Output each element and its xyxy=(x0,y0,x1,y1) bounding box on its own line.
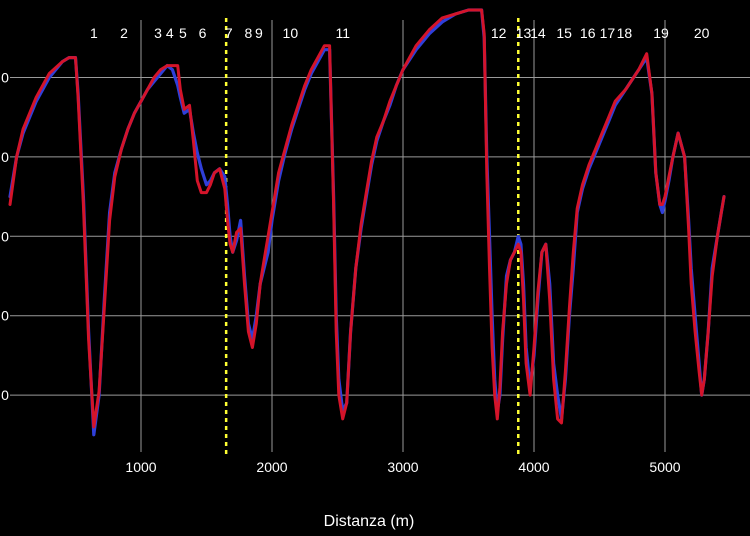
series-line-red xyxy=(8,8,726,429)
corner-label: 14 xyxy=(530,25,546,41)
corner-label: 3 xyxy=(154,25,162,41)
x-tick-label: 2000 xyxy=(256,459,287,475)
corner-label: 9 xyxy=(255,25,263,41)
x-tick-label: 5000 xyxy=(649,459,680,475)
y-axis-ticks: 0 0 0 0 0 xyxy=(1,70,9,404)
corner-label: 13 xyxy=(516,25,532,41)
y-tick-label: 0 xyxy=(1,228,9,244)
y-tick-label: 0 xyxy=(1,308,9,324)
grid xyxy=(10,20,750,452)
series-lines xyxy=(8,8,726,437)
corner-label: 4 xyxy=(166,25,174,41)
x-tick-label: 3000 xyxy=(387,459,418,475)
corner-label: 19 xyxy=(653,25,669,41)
corner-label: 12 xyxy=(491,25,507,41)
y-tick-label: 0 xyxy=(1,70,9,86)
corner-label: 1 xyxy=(90,25,98,41)
corner-label: 8 xyxy=(245,25,253,41)
x-axis-label: Distanza (m) xyxy=(324,513,415,530)
corner-label: 5 xyxy=(179,25,187,41)
corner-label: 18 xyxy=(617,25,633,41)
corner-label: 16 xyxy=(580,25,596,41)
x-axis-ticks: 1000 2000 3000 4000 5000 xyxy=(125,459,680,475)
corner-label: 6 xyxy=(199,25,207,41)
corner-label: 2 xyxy=(120,25,128,41)
y-tick-label: 0 xyxy=(1,149,9,165)
corner-label: 17 xyxy=(600,25,616,41)
x-tick-label: 4000 xyxy=(518,459,549,475)
corner-label: 11 xyxy=(335,25,350,41)
x-tick-label: 1000 xyxy=(125,459,156,475)
corner-label: 20 xyxy=(694,25,710,41)
corner-label: 7 xyxy=(225,25,233,41)
corner-label: 15 xyxy=(556,25,572,41)
y-tick-label: 0 xyxy=(1,387,9,403)
corner-label: 10 xyxy=(283,25,299,41)
